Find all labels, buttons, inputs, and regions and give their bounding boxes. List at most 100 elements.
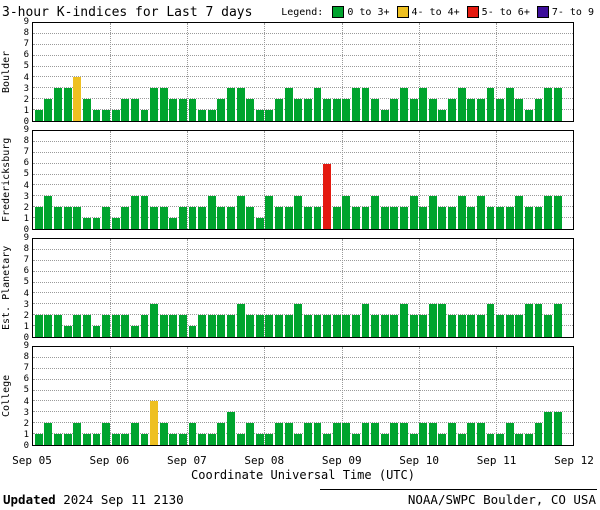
bar-slot <box>524 239 534 337</box>
h-gridline <box>33 314 573 316</box>
bar-slot <box>226 347 236 445</box>
bar-slot <box>226 239 236 337</box>
kindex-bar <box>63 207 72 229</box>
kindex-bar <box>380 315 389 337</box>
kindex-bar <box>198 434 207 445</box>
y-tick-label: 8 <box>23 136 29 147</box>
bar-slot <box>120 23 130 121</box>
bar-slot <box>178 239 188 337</box>
y-tick-label: 6 <box>23 266 29 277</box>
bar-slot <box>44 347 54 445</box>
x-tick-label: Sep 12 <box>554 454 594 467</box>
legend: Legend: 0 to 3+ 4- to 4+ 5- to 6+ 7- to 9 <box>281 6 594 18</box>
bar-slot <box>495 131 505 229</box>
bar-slot <box>486 23 496 121</box>
kindex-bar <box>236 88 245 121</box>
kindex-bar <box>246 99 255 121</box>
kindex-bar <box>361 304 370 337</box>
station-label: Fredericksburg <box>1 137 12 223</box>
h-gridline <box>33 292 573 294</box>
bar-slot <box>390 131 400 229</box>
x-axis-tick-area: Sep 05 Sep 06 Sep 07 Sep 08 Sep 09 Sep 10 Sep … <box>12 454 594 467</box>
kindex-bar <box>188 326 197 337</box>
kindex-bar <box>486 207 495 229</box>
y-tick-label: 6 <box>23 50 29 61</box>
bar-slot <box>534 347 544 445</box>
bar-slot <box>63 239 73 337</box>
kindex-bar <box>111 315 120 337</box>
kindex-bar <box>351 207 360 229</box>
v-gridline <box>187 239 189 337</box>
bar-slot <box>563 239 573 337</box>
kindex-bar <box>400 304 408 337</box>
h-gridline <box>33 389 573 391</box>
kindex-bar <box>409 99 418 121</box>
bar-slot <box>169 131 179 229</box>
bar-slot <box>207 347 217 445</box>
legend-item-label: 7- to 9 <box>551 7 594 18</box>
v-gridline <box>264 347 266 445</box>
kindex-bar <box>419 88 428 121</box>
kindex-bar <box>294 304 303 337</box>
kindex-bar <box>467 423 476 445</box>
kindex-bar <box>275 207 283 229</box>
bar-slot <box>505 23 515 121</box>
bar-slot <box>313 347 323 445</box>
x-axis-title: Coordinate Universal Time (UTC) <box>191 468 415 482</box>
kindex-bar <box>140 196 149 229</box>
kindex-bar <box>265 196 274 229</box>
bar-slot <box>82 23 92 121</box>
kindex-bar <box>284 315 293 337</box>
bar-slot <box>447 131 457 229</box>
kindex-bar <box>361 88 370 121</box>
bar-slot <box>274 347 284 445</box>
bar-slot <box>342 131 352 229</box>
kindex-bar <box>73 77 82 121</box>
v-gridline <box>110 131 112 229</box>
chart-panels: Boulder 0 1 2 3 4 5 6 7 8 9 Fredericksburg 0 1 2 3 4 5 6 7 8… <box>0 18 600 451</box>
bar-slot <box>418 347 428 445</box>
h-gridline <box>33 32 573 34</box>
y-tick-label: 0 <box>23 333 29 343</box>
y-tick-label: 1 <box>23 321 29 332</box>
bar-slot <box>293 23 303 121</box>
bar-slot <box>322 23 332 121</box>
kindex-bar <box>198 315 207 337</box>
y-tick-label: 3 <box>23 407 29 418</box>
bar-slot <box>361 347 371 445</box>
kindex-bar <box>275 423 283 445</box>
bar-slot <box>82 131 92 229</box>
kindex-bar <box>342 423 351 445</box>
kindex-bar <box>467 207 476 229</box>
h-gridline <box>33 248 573 250</box>
kindex-bar <box>409 315 418 337</box>
kindex-bar <box>428 304 437 337</box>
bar-slot <box>428 239 438 337</box>
kindex-bar <box>467 99 476 121</box>
bar-slot <box>72 131 82 229</box>
bar-slot <box>543 347 553 445</box>
bar-slot <box>92 23 102 121</box>
h-gridline <box>33 54 573 56</box>
kindex-bar <box>227 207 235 229</box>
kindex-bar <box>457 196 466 229</box>
kindex-bar <box>169 218 178 229</box>
bar-slot <box>274 131 284 229</box>
v-gridline <box>264 131 266 229</box>
bar-slot <box>236 347 246 445</box>
bar-slot <box>399 23 409 121</box>
kindex-bar <box>188 207 197 229</box>
kindex-bar <box>505 423 514 445</box>
bar-slot <box>92 347 102 445</box>
bar-slot <box>303 239 313 337</box>
bar-slot <box>130 131 140 229</box>
kindex-bar <box>217 315 226 337</box>
kindex-bar <box>207 110 216 121</box>
bar-slot <box>111 347 121 445</box>
kindex-bar <box>82 315 91 337</box>
bar-slot <box>457 347 467 445</box>
y-tick-label: 4 <box>23 288 29 299</box>
v-gridline <box>495 347 497 445</box>
updated-label: Updated <box>3 492 56 507</box>
